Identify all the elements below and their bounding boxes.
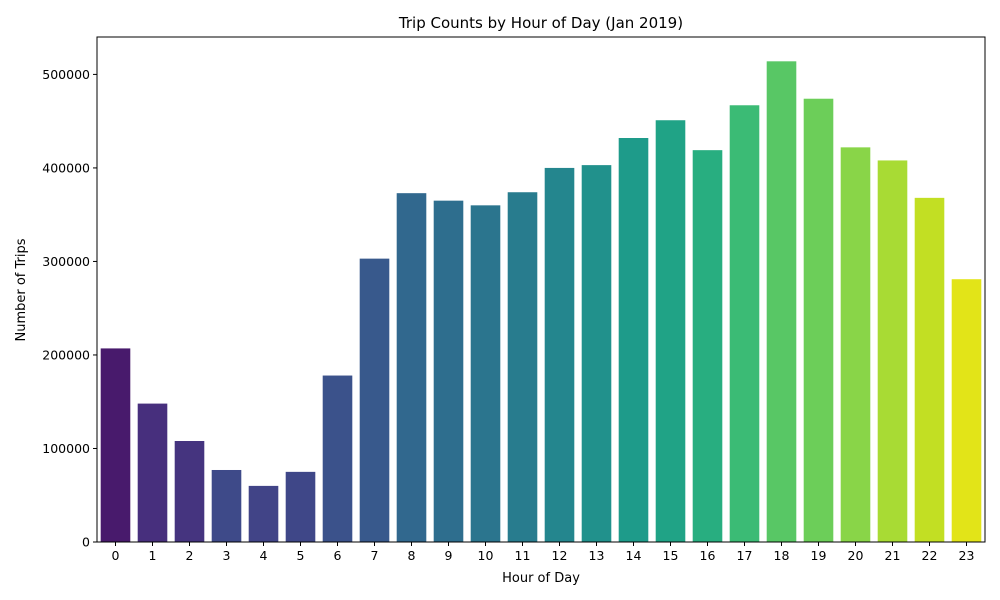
bar-hour-10 [470, 205, 501, 543]
bar-hour-21 [877, 160, 908, 542]
x-tick-label: 14 [626, 548, 642, 563]
bar-hour-6 [322, 375, 353, 542]
x-tick-label: 23 [959, 548, 975, 563]
bar-hour-3 [211, 469, 242, 542]
y-tick-label: 400000 [42, 160, 90, 175]
bar-hour-7 [359, 258, 390, 542]
bar-hour-23 [951, 279, 982, 542]
bar-hour-0 [100, 348, 131, 542]
y-tick-label: 100000 [42, 441, 90, 456]
x-tick-label: 15 [663, 548, 679, 563]
y-axis-label: Number of Trips [14, 238, 29, 341]
x-tick-label: 0 [112, 548, 120, 563]
x-tick-label: 5 [297, 548, 305, 563]
y-tick-label: 300000 [42, 254, 90, 269]
plot-frame [96, 36, 986, 543]
x-tick-label: 9 [445, 548, 453, 563]
chart-title: Trip Counts by Hour of Day (Jan 2019) [398, 14, 683, 32]
y-tick-label: 200000 [42, 347, 90, 362]
x-tick-label: 1 [149, 548, 157, 563]
x-tick-label: 2 [186, 548, 194, 563]
x-tick-label: 8 [408, 548, 416, 563]
bar-hour-15 [655, 120, 686, 543]
bar-hour-8 [396, 193, 427, 543]
x-tick-label: 22 [922, 548, 938, 563]
x-tick-label: 12 [552, 548, 568, 563]
x-tick-label: 11 [515, 548, 531, 563]
x-tick-label: 18 [774, 548, 790, 563]
x-tick-label: 21 [885, 548, 901, 563]
bar-hour-18 [766, 61, 797, 542]
y-axis-ticks: 0 100000 200000 300000 400000 500000 [42, 67, 97, 550]
x-axis-label: Hour of Day [502, 571, 580, 586]
bar-hour-16 [692, 150, 723, 542]
x-axis-ticks: 0 1 2 3 4 5 6 7 8 9 10 11 12 13 14 15 16 17 18 19 20 21 22 23 [112, 542, 975, 563]
bar-hour-5 [285, 471, 316, 542]
x-tick-label: 7 [371, 548, 379, 563]
x-tick-label: 4 [260, 548, 268, 563]
x-tick-label: 6 [334, 548, 342, 563]
bar-hour-14 [618, 138, 649, 542]
bar-hour-22 [914, 197, 945, 542]
bar-hour-2 [174, 441, 205, 542]
bars [100, 61, 982, 543]
x-tick-label: 20 [848, 548, 864, 563]
bar-hour-13 [581, 165, 612, 543]
y-tick-label: 500000 [42, 67, 90, 82]
x-tick-label: 19 [811, 548, 827, 563]
x-tick-label: 17 [737, 548, 753, 563]
x-tick-label: 3 [223, 548, 231, 563]
bar-hour-4 [248, 485, 279, 542]
x-tick-label: 13 [589, 548, 605, 563]
x-tick-label: 10 [478, 548, 494, 563]
bar-hour-11 [507, 192, 538, 543]
bar-hour-20 [840, 147, 871, 542]
bar-hour-19 [803, 98, 834, 542]
bar-hour-9 [433, 200, 464, 542]
bar-hour-17 [729, 105, 760, 542]
bar-hour-12 [544, 167, 575, 543]
y-tick-label: 0 [82, 535, 90, 550]
x-tick-label: 16 [700, 548, 716, 563]
bar-hour-1 [137, 403, 168, 542]
